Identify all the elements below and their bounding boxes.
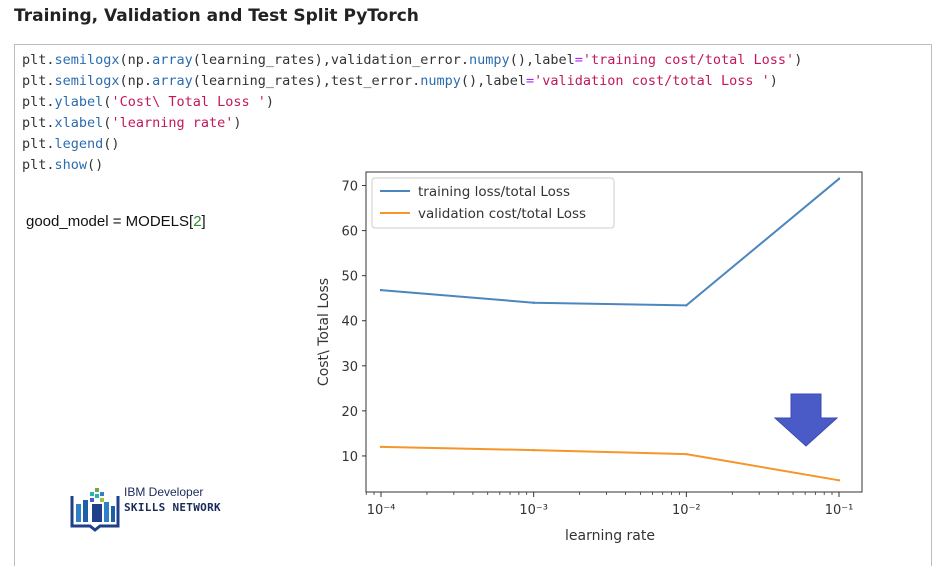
code-token: array bbox=[152, 52, 193, 68]
plot-frame bbox=[365, 171, 863, 493]
y-tick-label: 10 bbox=[341, 450, 358, 465]
slide-frame bbox=[14, 44, 932, 566]
x-tick-label: 10⁻³ bbox=[519, 503, 548, 518]
ibm-skills-network-logo-icon bbox=[70, 488, 120, 532]
code-token: (learning_rates),validation_error. bbox=[192, 52, 470, 68]
code-token: () bbox=[103, 136, 120, 152]
code-line: plt.semilogx(np.array(learning_rates),te… bbox=[22, 71, 802, 92]
code-line: plt.ylabel('Cost\ Total Loss ') bbox=[22, 92, 802, 113]
y-tick-label: 70 bbox=[341, 180, 358, 195]
good-model-text: good_model = MODELS[2] bbox=[26, 213, 206, 230]
code-token: semilogx bbox=[54, 52, 120, 68]
code-line: plt.show() bbox=[22, 155, 802, 176]
series-line-1 bbox=[380, 445, 840, 482]
good-model-index: 2 bbox=[193, 213, 202, 230]
code-line: plt.semilogx(np.array(learning_rates),va… bbox=[22, 50, 802, 71]
code-token: plt. bbox=[22, 94, 55, 110]
code-token: = bbox=[574, 52, 583, 68]
code-token: plt. bbox=[22, 136, 55, 152]
code-token: (np. bbox=[119, 52, 153, 68]
code-token: (learning_rates),test_error. bbox=[192, 73, 421, 89]
code-token: 'Cost\ Total Loss ' bbox=[111, 94, 266, 110]
code-token: 'learning rate' bbox=[111, 115, 234, 131]
code-token: ( bbox=[103, 115, 112, 131]
y-tick-label: 30 bbox=[341, 360, 358, 375]
code-token: (np. bbox=[119, 73, 153, 89]
x-tick-label: 10⁻¹ bbox=[825, 503, 854, 518]
x-tick-label: 10⁻² bbox=[672, 503, 701, 518]
page-title: Training, Validation and Test Split PyTo… bbox=[14, 6, 419, 26]
series-1-point bbox=[837, 479, 841, 482]
legend-label-0: training loss/total Loss bbox=[418, 184, 570, 200]
code-token: 'training cost/total Loss' bbox=[582, 52, 795, 68]
code-token: () bbox=[87, 157, 104, 173]
code-token: ) bbox=[794, 52, 803, 68]
series-1-point bbox=[685, 452, 688, 456]
code-token: plt. bbox=[22, 73, 55, 89]
code-token: array bbox=[152, 73, 193, 89]
series-0-point bbox=[532, 301, 535, 304]
code-token: ) bbox=[233, 115, 242, 131]
code-line: plt.xlabel('learning rate') bbox=[22, 113, 802, 134]
code-token: xlabel bbox=[54, 115, 104, 131]
legend-label-1: validation cost/total Loss bbox=[418, 206, 586, 222]
down-arrow-icon bbox=[773, 393, 839, 447]
code-token: plt. bbox=[22, 115, 55, 131]
y-tick-label: 20 bbox=[341, 405, 358, 420]
x-tick-label: 10⁻⁴ bbox=[367, 503, 396, 518]
ibm-branding-line2: SKILLS NETWORK bbox=[124, 501, 221, 514]
series-1-point bbox=[379, 445, 383, 449]
legend-box bbox=[371, 177, 615, 229]
code-token: plt. bbox=[22, 157, 55, 173]
code-block: plt.semilogx(np.array(learning_rates),va… bbox=[22, 50, 802, 176]
code-token: ( bbox=[103, 94, 112, 110]
code-token: legend bbox=[54, 136, 104, 152]
code-token: ) bbox=[769, 73, 778, 89]
ibm-branding-line1: IBM Developer bbox=[124, 485, 204, 499]
series-0-point bbox=[837, 177, 841, 180]
ibm-branding: IBM Developer SKILLS NETWORK bbox=[124, 484, 221, 516]
good-model-prefix: good_model = MODELS[ bbox=[26, 213, 194, 230]
code-token: = bbox=[525, 73, 535, 89]
series-1-point bbox=[532, 448, 535, 452]
code-token: (),label bbox=[460, 73, 526, 89]
code-token: 'validation cost/total Loss ' bbox=[534, 73, 770, 89]
code-token: show bbox=[54, 157, 88, 173]
x-axis-label: learning rate bbox=[565, 528, 655, 544]
y-axis-label: Cost\ Total Loss bbox=[316, 278, 332, 386]
y-tick-label: 50 bbox=[341, 270, 358, 285]
code-token: ylabel bbox=[54, 94, 104, 110]
series-0-point bbox=[379, 288, 383, 292]
series-0-point bbox=[685, 304, 688, 307]
good-model-suffix: ] bbox=[201, 213, 206, 230]
code-token: plt. bbox=[22, 52, 55, 68]
series-line-0 bbox=[380, 178, 840, 307]
code-token: numpy bbox=[469, 52, 510, 68]
code-token: numpy bbox=[420, 73, 461, 89]
code-token: ) bbox=[265, 94, 275, 110]
code-token: (),label bbox=[509, 52, 575, 68]
y-tick-label: 40 bbox=[341, 315, 358, 330]
code-line: plt.legend() bbox=[22, 134, 802, 155]
code-token: semilogx bbox=[54, 73, 120, 89]
y-tick-label: 60 bbox=[341, 225, 358, 240]
